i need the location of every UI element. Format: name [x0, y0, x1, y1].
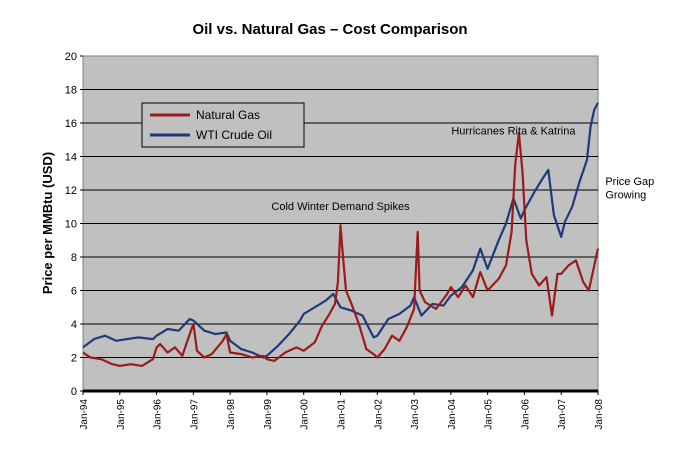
y-axis-title: Price per MMBtu (USD) [40, 152, 55, 294]
chart-title: Oil vs. Natural Gas – Cost Comparison [192, 21, 467, 38]
x-tick-label: Jan-01 [337, 399, 348, 430]
series-layer [82, 102, 600, 367]
annotation: Cold Winter Demand Spikes [271, 201, 410, 213]
y-tick-label: 0 [71, 386, 77, 398]
y-tick-label: 8 [71, 252, 77, 264]
legend-label-natural-gas: Natural Gas [196, 108, 260, 122]
x-tick-label: Jan-95 [116, 399, 127, 430]
gridlines [83, 89, 598, 358]
y-tick-label: 12 [65, 185, 77, 197]
y-tick-label: 6 [71, 286, 77, 298]
x-tick-label: Jan-04 [447, 399, 458, 430]
x-tick-label: Jan-98 [226, 399, 237, 430]
x-tick-label: Jan-96 [153, 399, 164, 430]
x-tick-label: Jan-07 [557, 399, 568, 430]
x-tick-label: Jan-97 [189, 399, 200, 430]
legend-label-wti-crude-oil: WTI Crude Oil [196, 128, 272, 142]
y-tick-label: 2 [71, 353, 77, 365]
legend-box [141, 102, 305, 148]
annotations: Cold Winter Demand Spikes Hurricanes Rita… [271, 126, 654, 213]
x-tick-label: Jan-94 [79, 399, 90, 430]
series-line-wti-crude-oil [82, 102, 599, 359]
series-line-natural-gas [82, 132, 600, 367]
y-tick-label: 16 [65, 118, 77, 130]
x-tick-label: Jan-00 [300, 399, 311, 430]
annotation: Hurricanes Rita & Katrina [451, 126, 576, 138]
x-tick-label: Jan-08 [594, 399, 605, 430]
y-tick-label: 20 [65, 51, 77, 63]
x-tick-label: Jan-03 [410, 399, 421, 430]
y-tick-label: 18 [65, 85, 77, 97]
annotation: Growing [605, 189, 646, 201]
x-tick-label: Jan-02 [373, 399, 384, 430]
x-tick-labels: Jan-94 Jan-95 Jan-96 Jan-97 Jan-98 Jan-99 Jan-… [79, 391, 605, 430]
x-tick-label: Jan-06 [520, 399, 531, 430]
y-tick-labels: 0 2 4 6 8 10 12 14 16 18 20 [65, 51, 83, 398]
legend: Natural Gas WTI Crude Oil [141, 102, 305, 148]
x-tick-label: Jan-99 [263, 399, 274, 430]
y-tick-label: 4 [71, 319, 77, 331]
annotation: Price Gap [605, 176, 654, 188]
x-tick-label: Jan-05 [484, 399, 495, 430]
y-tick-label: 14 [65, 152, 77, 164]
y-tick-label: 10 [65, 219, 77, 231]
